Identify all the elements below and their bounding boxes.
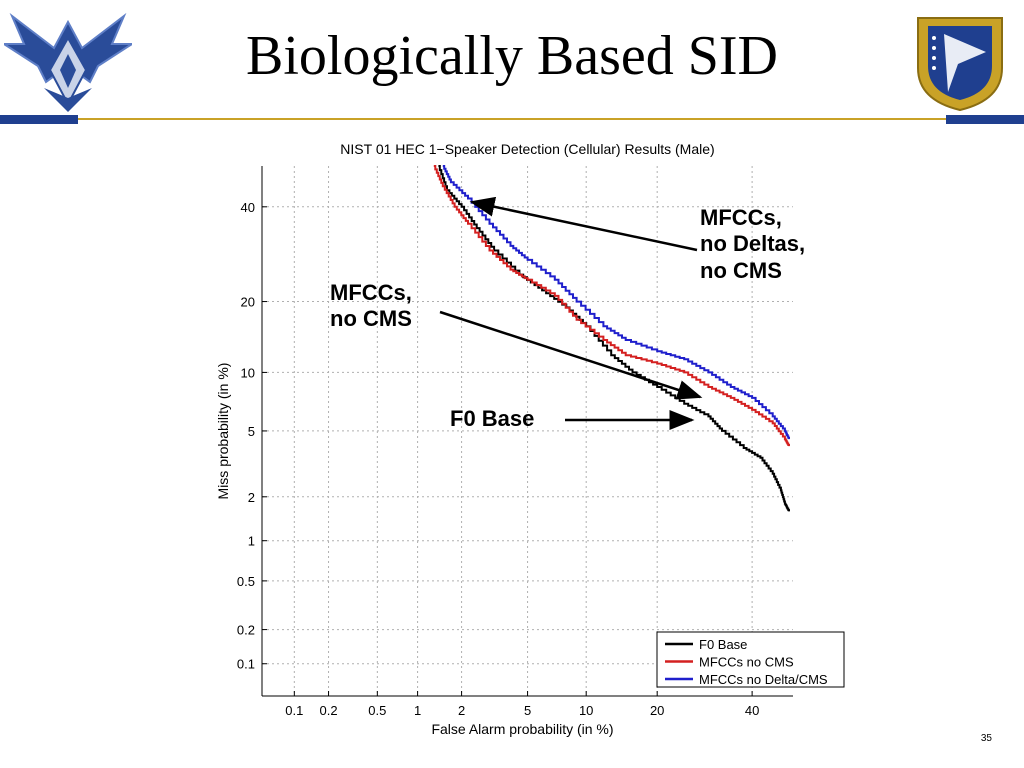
legend-label: F0 Base bbox=[699, 637, 747, 652]
y-tick-label: 0.1 bbox=[237, 657, 255, 672]
y-tick-label: 0.2 bbox=[237, 623, 255, 638]
annotation-line: MFCCs, bbox=[700, 205, 782, 230]
x-tick-label: 0.1 bbox=[285, 703, 303, 718]
x-tick-label: 5 bbox=[524, 703, 531, 718]
y-tick-label: 40 bbox=[241, 200, 255, 215]
series-line bbox=[442, 165, 790, 440]
annotation-line: no CMS bbox=[330, 306, 412, 332]
y-tick-label: 0.5 bbox=[237, 574, 255, 589]
air-force-research-laboratory-seal-icon bbox=[917, 17, 1003, 112]
y-tick-label: 10 bbox=[241, 365, 255, 380]
annotation-mfccs-no-cms: MFCCs, no CMS bbox=[330, 280, 412, 333]
series-line bbox=[433, 165, 790, 447]
y-tick-label: 2 bbox=[248, 490, 255, 505]
header-rule bbox=[0, 115, 1024, 124]
annotation-arrow bbox=[439, 310, 703, 400]
x-axis-label: False Alarm probability (in %) bbox=[431, 721, 613, 737]
y-tick-label: 20 bbox=[241, 295, 255, 310]
slide-number: 35 bbox=[980, 733, 992, 744]
y-tick-label: 5 bbox=[248, 424, 255, 439]
annotation-line: MFCCs, bbox=[330, 280, 412, 305]
x-tick-label: 10 bbox=[579, 703, 593, 718]
annotation-arrow bbox=[469, 196, 698, 252]
annotation-f0-base: F0 Base bbox=[450, 406, 534, 432]
x-tick-label: 2 bbox=[458, 703, 465, 718]
x-tick-label: 0.2 bbox=[320, 703, 338, 718]
x-tick-label: 40 bbox=[745, 703, 759, 718]
y-tick-label: 1 bbox=[248, 534, 255, 549]
annotation-line: no CMS bbox=[700, 257, 782, 283]
us-air-force-wings-icon bbox=[4, 12, 132, 112]
annotation-mfccs-no-deltas: MFCCs, no Deltas, no CMS bbox=[700, 205, 805, 284]
x-tick-label: 0.5 bbox=[368, 703, 386, 718]
series-line bbox=[438, 165, 790, 512]
y-axis-label: Miss probability (in %) bbox=[215, 363, 231, 500]
legend-label: MFCCs no Delta/CMS bbox=[699, 672, 828, 687]
legend-label: MFCCs no CMS bbox=[699, 655, 794, 670]
x-tick-label: 1 bbox=[414, 703, 421, 718]
annotation-line: F0 Base bbox=[450, 406, 535, 431]
chart-title: NIST 01 HEC 1−Speaker Detection (Cellula… bbox=[340, 141, 714, 157]
annotation-line: no Deltas, bbox=[700, 231, 806, 257]
x-tick-label: 20 bbox=[650, 703, 664, 718]
slide-title: Biologically Based SID bbox=[246, 25, 778, 87]
